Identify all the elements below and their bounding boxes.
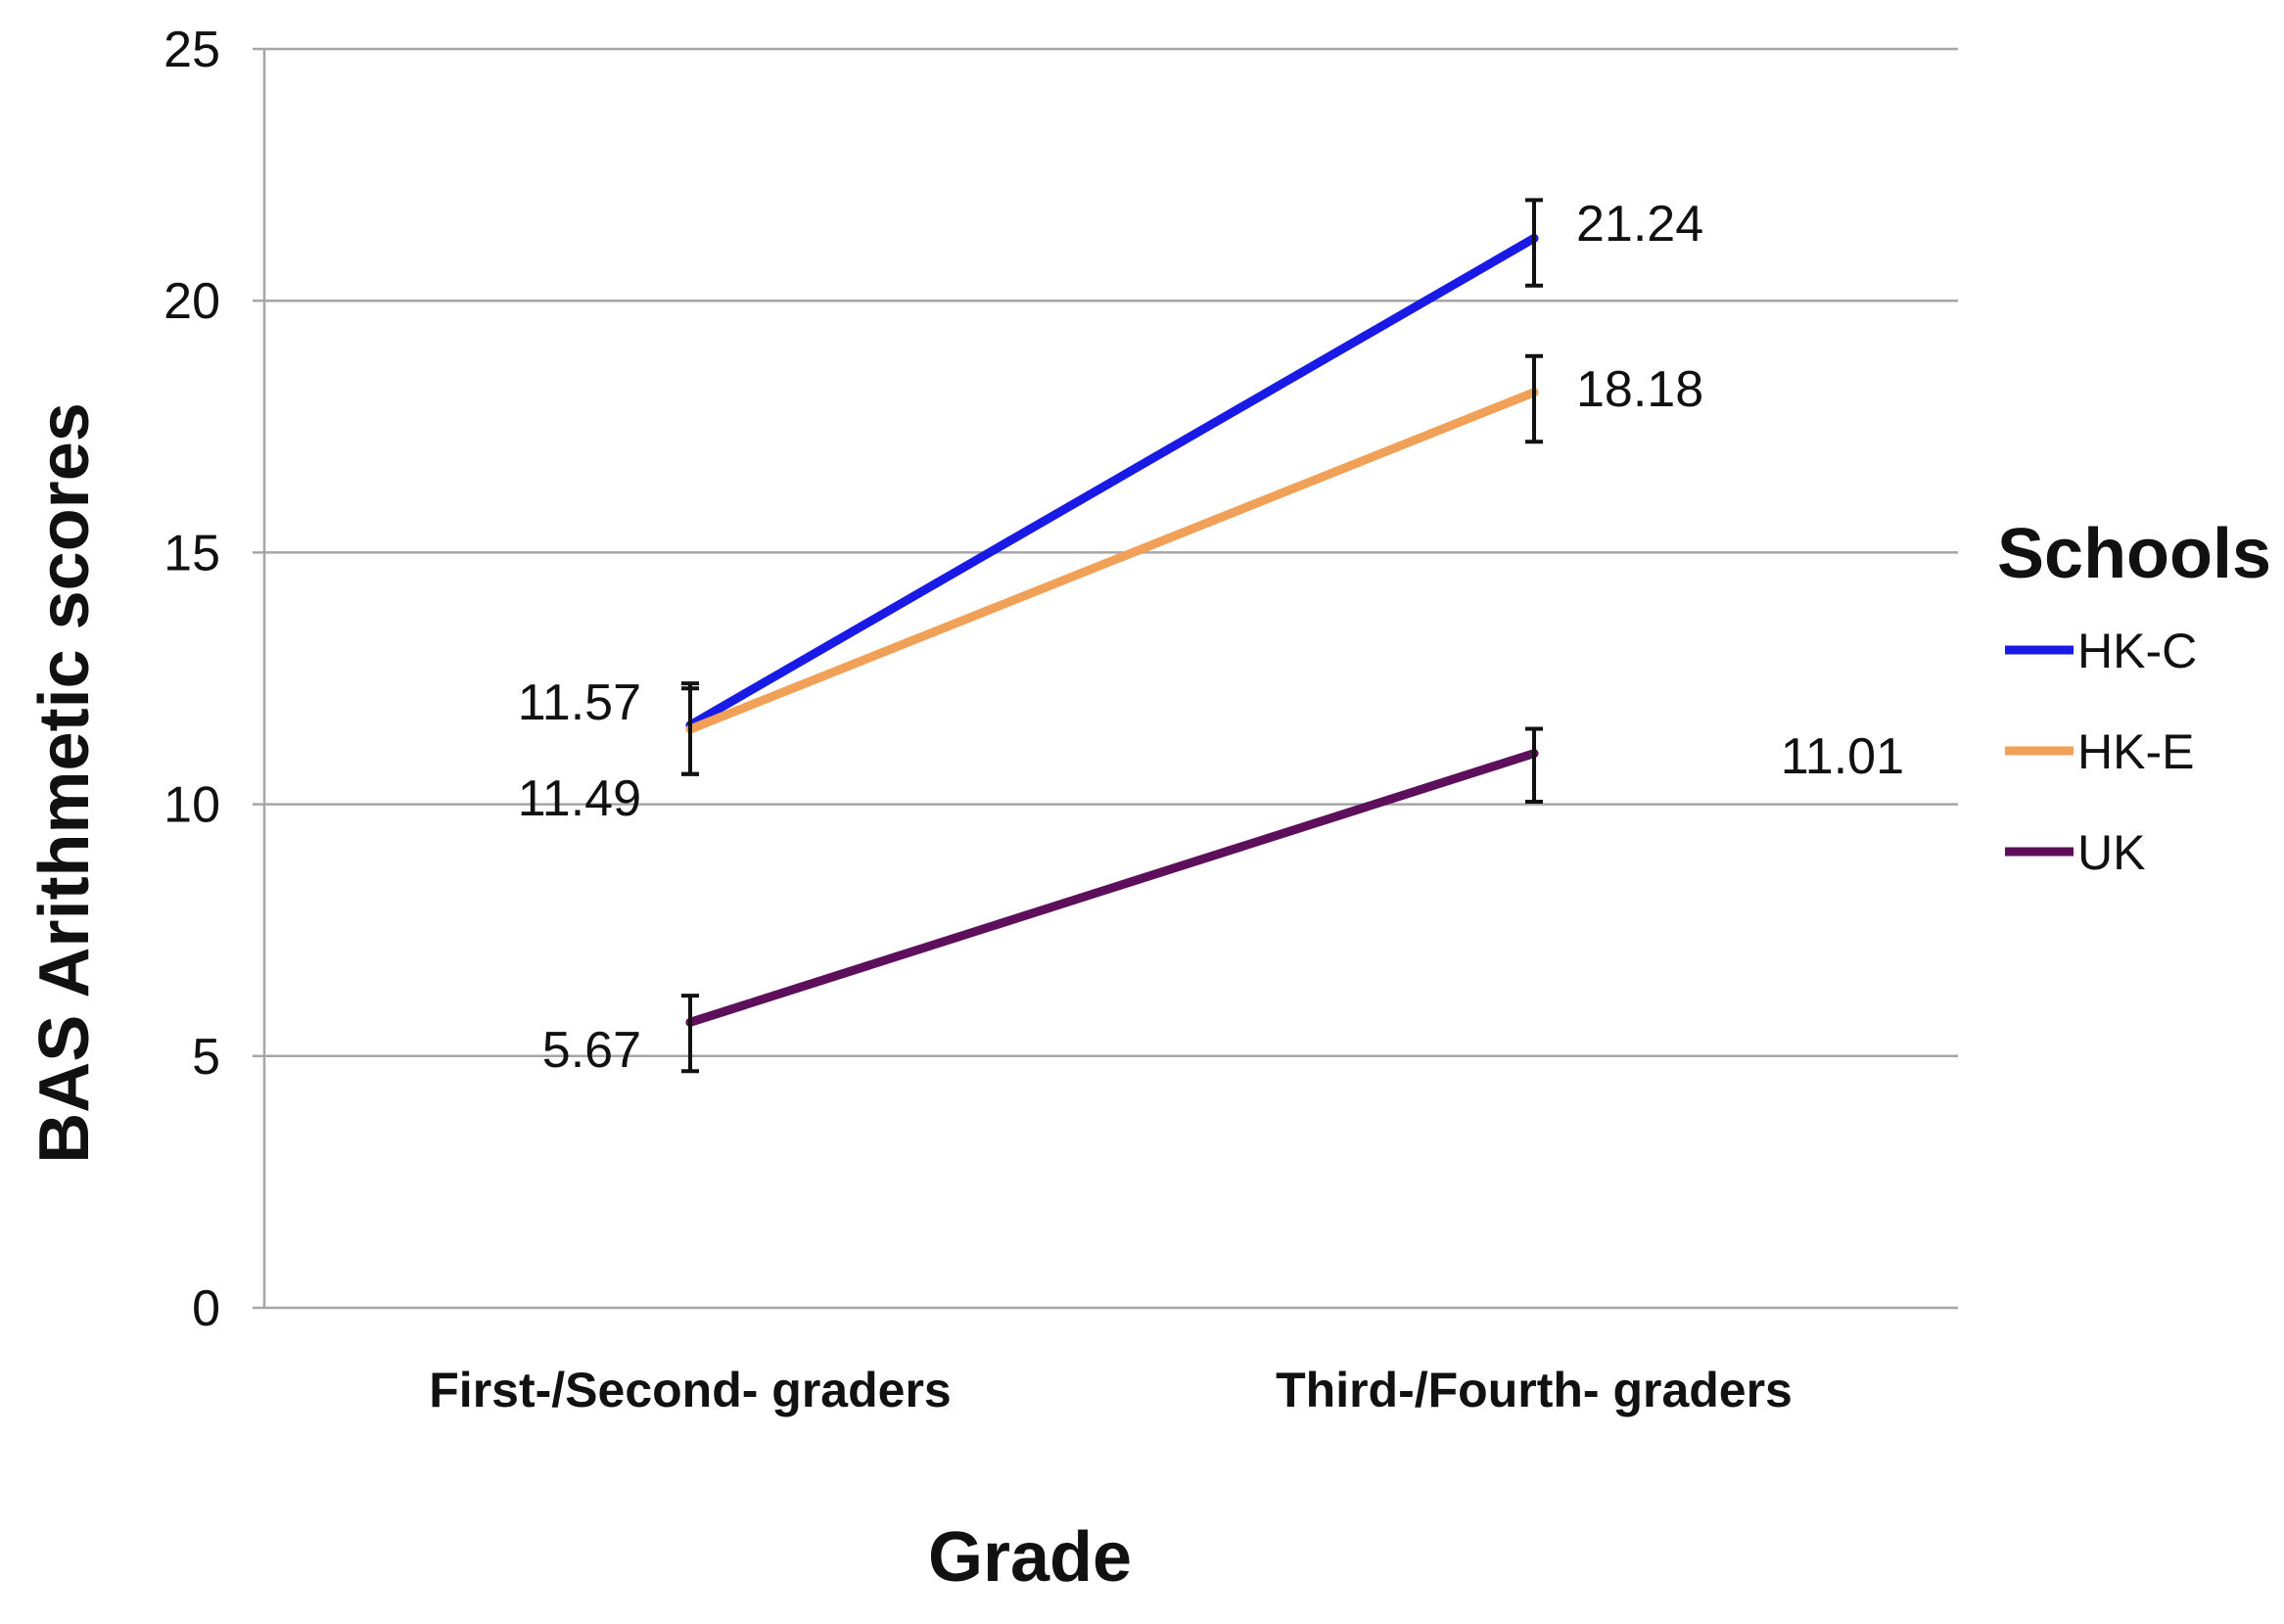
y-tick-label: 5 xyxy=(192,1029,220,1086)
series-line-uk xyxy=(685,749,1539,1027)
legend: Schools HK-C HK-E UK xyxy=(1997,515,2271,880)
legend-item-hk-e: HK-E xyxy=(2005,724,2194,779)
data-label-hk-c: 21.24 xyxy=(1576,196,1703,253)
y-tick-label: 20 xyxy=(163,273,220,330)
axes: First-/Second- graders Third-/Fourth- gra… xyxy=(253,47,1958,1417)
legend-label: HK-E xyxy=(2077,724,2194,779)
legend-label: UK xyxy=(2077,825,2145,880)
x-tick-label: Third-/Fourth- graders xyxy=(1276,1363,1793,1417)
y-tick-label: 10 xyxy=(163,777,220,834)
data-label-uk: 5.67 xyxy=(542,1022,641,1079)
data-label-hk-c: 11.57 xyxy=(518,674,641,731)
error-bar-hk-e xyxy=(681,686,699,776)
gridlines: 0 5 10 15 20 25 xyxy=(163,22,1958,1337)
error-bar-hk-c xyxy=(1525,198,1543,288)
legend-item-hk-c: HK-C xyxy=(2005,624,2197,678)
data-label-hk-e: 18.18 xyxy=(1576,361,1703,418)
legend-label: HK-C xyxy=(2077,624,2197,678)
legend-item-uk: UK xyxy=(2005,825,2145,880)
series-line-hk-c xyxy=(685,233,1539,730)
error-bar-uk xyxy=(681,994,699,1074)
y-tick-label: 0 xyxy=(192,1280,220,1337)
error-bar-uk xyxy=(1525,726,1543,805)
series-lines xyxy=(685,233,1539,1027)
data-label-uk: 11.01 xyxy=(1781,728,1904,785)
y-axis-title: BAS Arithmetic scores xyxy=(25,402,104,1164)
x-axis-title: Grade xyxy=(928,1518,1132,1597)
data-label-hk-e: 11.49 xyxy=(518,770,641,827)
series-line-hk-e xyxy=(685,388,1539,734)
x-tick-label: First-/Second- graders xyxy=(429,1363,951,1417)
data-labels: 11.57 11.49 5.67 21.24 18.18 11.01 xyxy=(518,196,1904,1079)
legend-title: Schools xyxy=(1997,515,2271,593)
error-bars xyxy=(681,198,1543,1074)
y-tick-label: 15 xyxy=(163,525,220,581)
legend-items: HK-C HK-E UK xyxy=(2005,624,2197,880)
y-tick-label: 25 xyxy=(163,22,220,78)
error-bar-hk-e xyxy=(1525,353,1543,444)
